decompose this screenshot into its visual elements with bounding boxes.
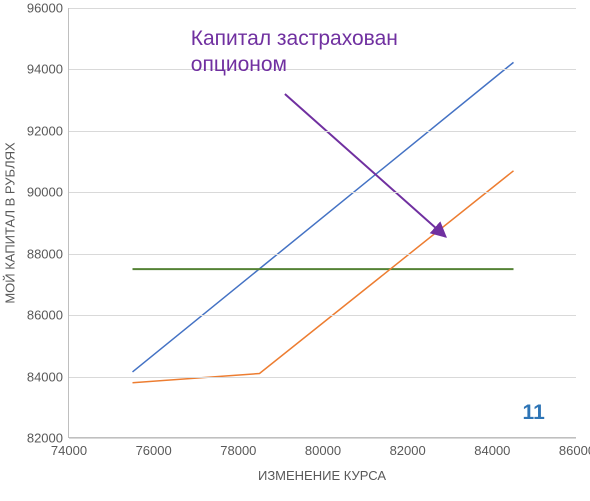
x-tick-label: 82000 <box>390 437 426 458</box>
x-tick-label: 78000 <box>220 437 256 458</box>
x-tick-label: 86000 <box>559 437 590 458</box>
x-tick-label: 80000 <box>305 437 341 458</box>
y-tick-label: 86000 <box>27 308 69 323</box>
y-tick-label: 88000 <box>27 246 69 261</box>
x-tick-label: 76000 <box>136 437 172 458</box>
x-axis-title: ИЗМЕНЕНИЕ КУРСА <box>258 468 386 483</box>
y-tick-label: 84000 <box>27 369 69 384</box>
annotation-text: Капитал застрахован опционом <box>191 26 398 76</box>
y-tick-label: 90000 <box>27 185 69 200</box>
corner-label: 11 <box>523 401 545 425</box>
y-tick-label: 94000 <box>27 62 69 77</box>
y-axis-title: МОЙ КАПИТАЛ В РУБЛЯХ <box>3 142 18 303</box>
annotation-arrow <box>285 94 446 237</box>
chart: 82000 84000 86000 88000 90000 92000 94000 96000… <box>0 0 590 501</box>
gridline <box>69 254 576 255</box>
x-tick-label: 84000 <box>474 437 510 458</box>
gridline <box>69 131 576 132</box>
gridline <box>69 192 576 193</box>
gridline <box>69 8 576 9</box>
x-tick-label: 74000 <box>51 437 87 458</box>
y-tick-label: 96000 <box>27 1 69 16</box>
gridline <box>69 315 576 316</box>
series-orange <box>133 171 514 383</box>
gridline <box>69 377 576 378</box>
y-tick-label: 92000 <box>27 123 69 138</box>
